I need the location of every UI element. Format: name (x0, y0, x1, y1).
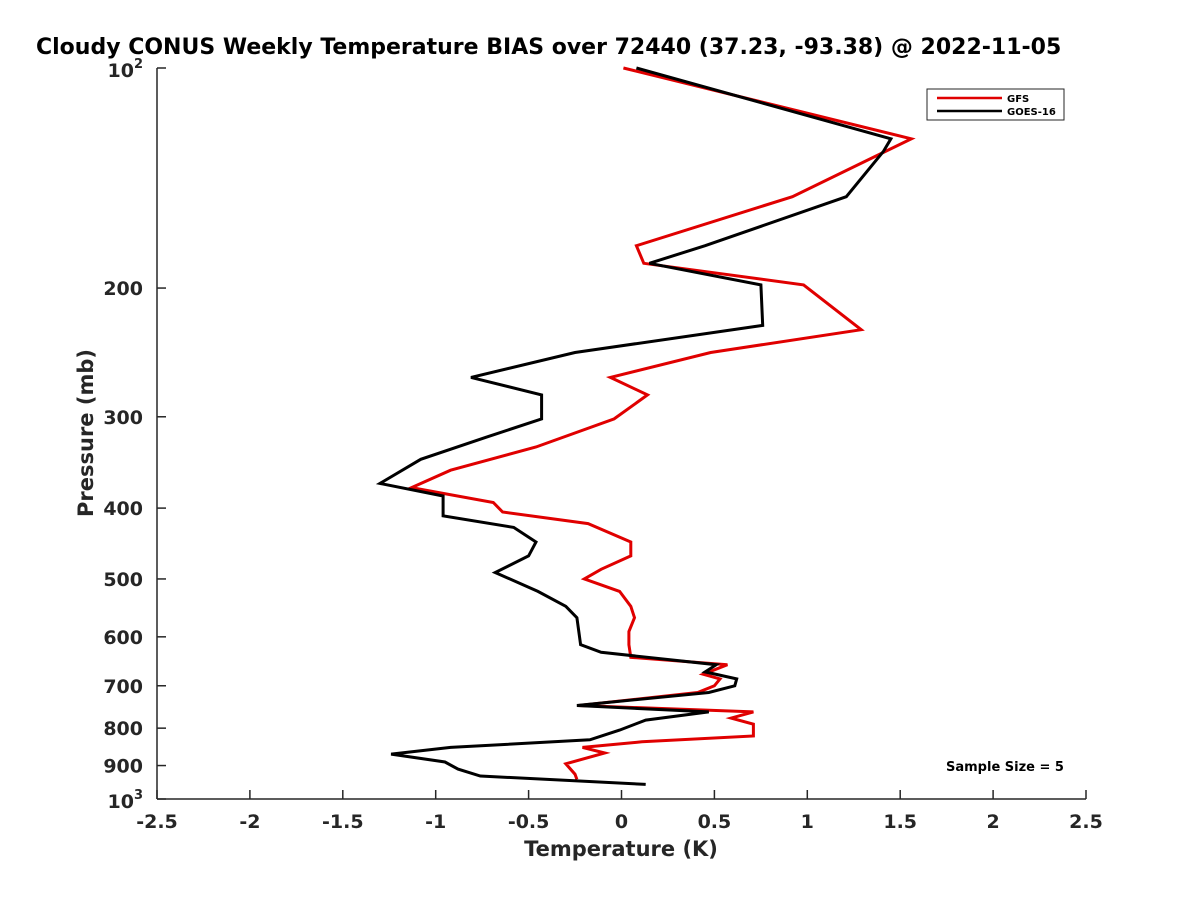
series-line-goes16 (375, 66, 894, 786)
series-layer (375, 66, 916, 786)
x-tick-label: -2 (239, 811, 260, 833)
series-line-gfs (406, 66, 916, 780)
legend-label-goes16: GOES-16 (1007, 107, 1056, 118)
legend: GFS GOES-16 (926, 88, 1065, 121)
y-tick-label-min-exp: 2 (134, 57, 143, 72)
y-tick-label-max-exp: 3 (134, 788, 143, 803)
y-tick-label-max: 103 (108, 788, 144, 813)
y-tick-label: 800 (103, 718, 143, 740)
y-tick-label: 200 (103, 278, 143, 300)
y-tick-label-max-base: 10 (108, 791, 134, 813)
y-tick-label: 300 (103, 407, 143, 429)
x-tick-label: 1.5 (883, 811, 917, 833)
y-axis-label: Pressure (mb) (74, 349, 98, 517)
y-tick-label: 500 (103, 569, 143, 591)
y-tick-label: 600 (103, 627, 143, 649)
x-tick-label: -1 (425, 811, 446, 833)
x-tick-label: -1.5 (322, 811, 364, 833)
x-tick-label: 2 (986, 811, 999, 833)
y-tick-label: 400 (103, 498, 143, 520)
x-tick-label: 1 (801, 811, 814, 833)
x-tick-label: 0.5 (698, 811, 732, 833)
y-tick-label-min: 102 (108, 57, 144, 82)
y-ticks: 200 300 400 500 600 700 800 900 (103, 67, 166, 800)
sample-size-annotation: Sample Size = 5 (946, 760, 1064, 775)
x-tick-label: -0.5 (508, 811, 550, 833)
x-tick-label: 0 (615, 811, 628, 833)
x-tick-label: -2.5 (136, 811, 178, 833)
y-tick-label: 900 (103, 756, 143, 778)
y-tick-label-min-base: 10 (108, 60, 134, 82)
x-ticks: -2.5 -2 -1.5 -1 -0.5 0 0.5 1 1.5 2 2.5 (136, 790, 1103, 833)
y-tick-label: 700 (103, 676, 143, 698)
x-tick-label: 2.5 (1069, 811, 1103, 833)
legend-box (926, 88, 1065, 121)
chart-title: Cloudy CONUS Weekly Temperature BIAS ove… (36, 35, 1061, 60)
legend-label-gfs: GFS (1007, 94, 1029, 105)
x-axis-label: Temperature (K) (524, 837, 718, 861)
plot-area (157, 68, 1086, 799)
